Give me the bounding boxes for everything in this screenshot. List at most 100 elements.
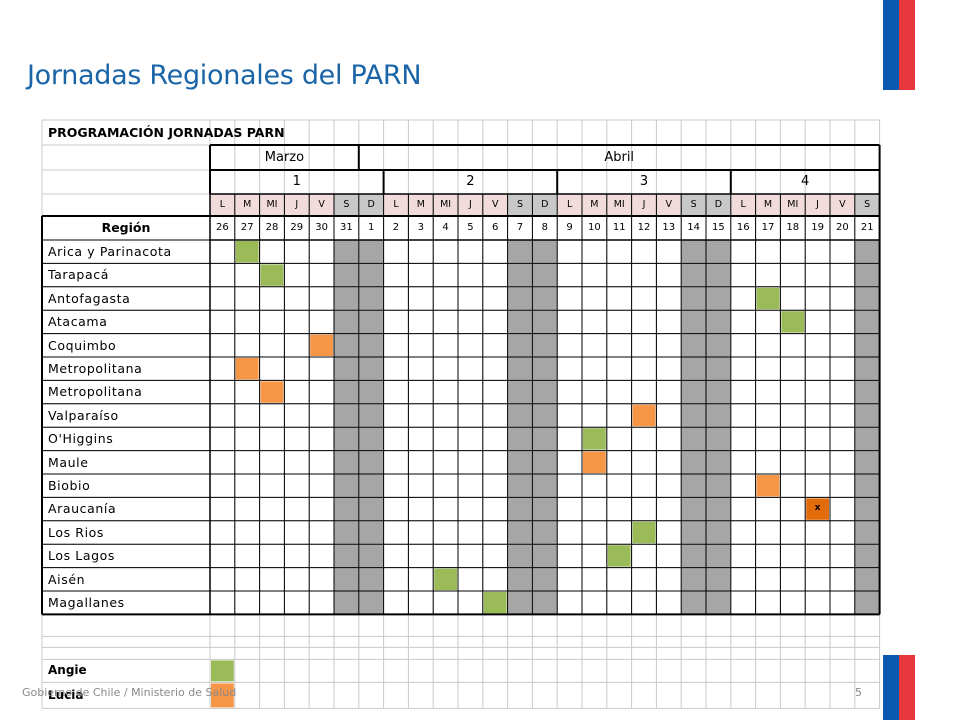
weekday-label: V <box>491 199 499 210</box>
region-name: Arica y Parinacota <box>48 244 172 259</box>
region-name: Atacama <box>48 314 108 330</box>
legend-swatch-green <box>211 660 234 682</box>
weekday-label: L <box>740 199 746 210</box>
schedule-mark-darkorange <box>806 498 829 520</box>
weekday-label: M <box>763 199 773 210</box>
date-label: 19 <box>811 222 824 233</box>
date-label: 14 <box>687 222 700 233</box>
weekday-label: MI <box>440 199 452 210</box>
date-label: 1 <box>368 222 375 233</box>
region-name: Los Rios <box>48 524 104 540</box>
table-heading: PROGRAMACIÓN JORNADAS PARN <box>48 125 285 140</box>
weekday-label: MI <box>787 199 799 210</box>
legend-label: Angie <box>48 663 87 678</box>
weekday-label: L <box>219 199 226 210</box>
flag-red-stripe <box>899 0 915 90</box>
date-label: 12 <box>637 222 651 233</box>
weekday-weekend-fill <box>681 194 706 216</box>
page-number: 5 <box>855 686 862 699</box>
week-label: 2 <box>466 174 475 189</box>
weekday-label: J <box>295 199 299 210</box>
region-name: Magallanes <box>48 595 125 610</box>
date-label: 18 <box>786 222 800 233</box>
date-label: 27 <box>240 222 254 233</box>
schedule-mark-orange <box>632 404 656 427</box>
weekday-label: MI <box>613 199 625 210</box>
weekday-weekend-fill <box>706 194 731 216</box>
schedule-mark-orange <box>235 358 259 380</box>
weekday-weekend-fill <box>334 194 359 216</box>
date-label: 11 <box>612 222 626 233</box>
weekday-label: J <box>816 199 819 210</box>
date-label: 2 <box>392 222 400 233</box>
weekday-label: S <box>516 199 523 210</box>
date-label: 17 <box>761 222 775 233</box>
region-name: Maule <box>48 454 89 470</box>
date-label: 6 <box>492 222 499 233</box>
month-label: Abril <box>604 150 635 165</box>
region-name: Metropolitana <box>48 361 143 376</box>
flag-blue-stripe <box>883 655 899 720</box>
region-name: Tarapacá <box>48 267 109 283</box>
date-label: 29 <box>290 222 304 233</box>
region-header: Región <box>101 220 151 235</box>
weekday-label: D <box>541 199 549 210</box>
chile-flag-top-ornament <box>883 0 915 90</box>
mark-text: x <box>814 503 821 514</box>
date-label: 4 <box>442 222 449 233</box>
weekday-label: L <box>393 199 399 210</box>
region-name: Aisén <box>48 571 86 587</box>
weekday-weekend-fill <box>507 194 533 216</box>
schedule-mark-orange <box>260 381 284 403</box>
date-label: 20 <box>836 222 849 233</box>
footer-text: Gobierno de Chile / Ministerio de Salud <box>22 686 237 699</box>
schedule-mark-green <box>260 264 284 286</box>
weekday-label: M <box>590 199 599 210</box>
flag-blue-stripe <box>883 0 899 90</box>
schedule-mark-green <box>781 311 805 333</box>
weekday-label: MI <box>266 199 278 210</box>
weekday-label: J <box>468 199 472 210</box>
weekday-label: V <box>839 199 846 210</box>
region-name: Antofagasta <box>48 290 131 306</box>
week-label: 4 <box>801 174 810 189</box>
schedule-mark-orange <box>756 475 780 497</box>
date-label: 5 <box>467 222 474 233</box>
date-label: 28 <box>265 222 279 233</box>
schedule-mark-green <box>632 521 656 544</box>
schedule-mark-orange <box>310 334 333 356</box>
weekday-label: M <box>243 199 252 210</box>
date-label: 21 <box>860 222 874 233</box>
region-name: O'Higgins <box>48 431 114 447</box>
region-name: Biobio <box>48 478 91 493</box>
date-label: 3 <box>417 222 424 233</box>
legend-label: Lucia <box>48 688 84 703</box>
region-name: Los Lagos <box>48 548 115 564</box>
schedule-mark-green <box>583 428 606 450</box>
weekday-label: L <box>566 199 573 210</box>
flag-red-stripe <box>899 655 915 720</box>
weekday-weekend-fill <box>854 194 880 216</box>
region-name: Coquimbo <box>48 337 117 353</box>
date-label: 30 <box>315 222 328 233</box>
month-label: Marzo <box>264 150 305 165</box>
weekday-label: D <box>367 199 375 210</box>
weekday-label: D <box>714 199 723 210</box>
weekday-label: S <box>690 199 697 210</box>
weekday-label: J <box>642 199 646 210</box>
date-label: 10 <box>588 222 601 233</box>
weekday-weekend-fill <box>532 194 558 216</box>
date-label: 31 <box>340 222 353 233</box>
week-label: 1 <box>292 174 301 189</box>
week-label: 3 <box>639 174 649 189</box>
weekday-label: S <box>864 199 871 210</box>
schedule-mark-green <box>434 568 457 590</box>
date-label: 15 <box>712 222 725 233</box>
region-name: Valparaíso <box>48 407 119 423</box>
weekday-weekend-fill <box>358 194 384 216</box>
region-name: Metropolitana <box>48 384 143 400</box>
slide-title: Jornadas Regionales del PARN <box>27 60 422 91</box>
date-label: 9 <box>566 222 573 233</box>
